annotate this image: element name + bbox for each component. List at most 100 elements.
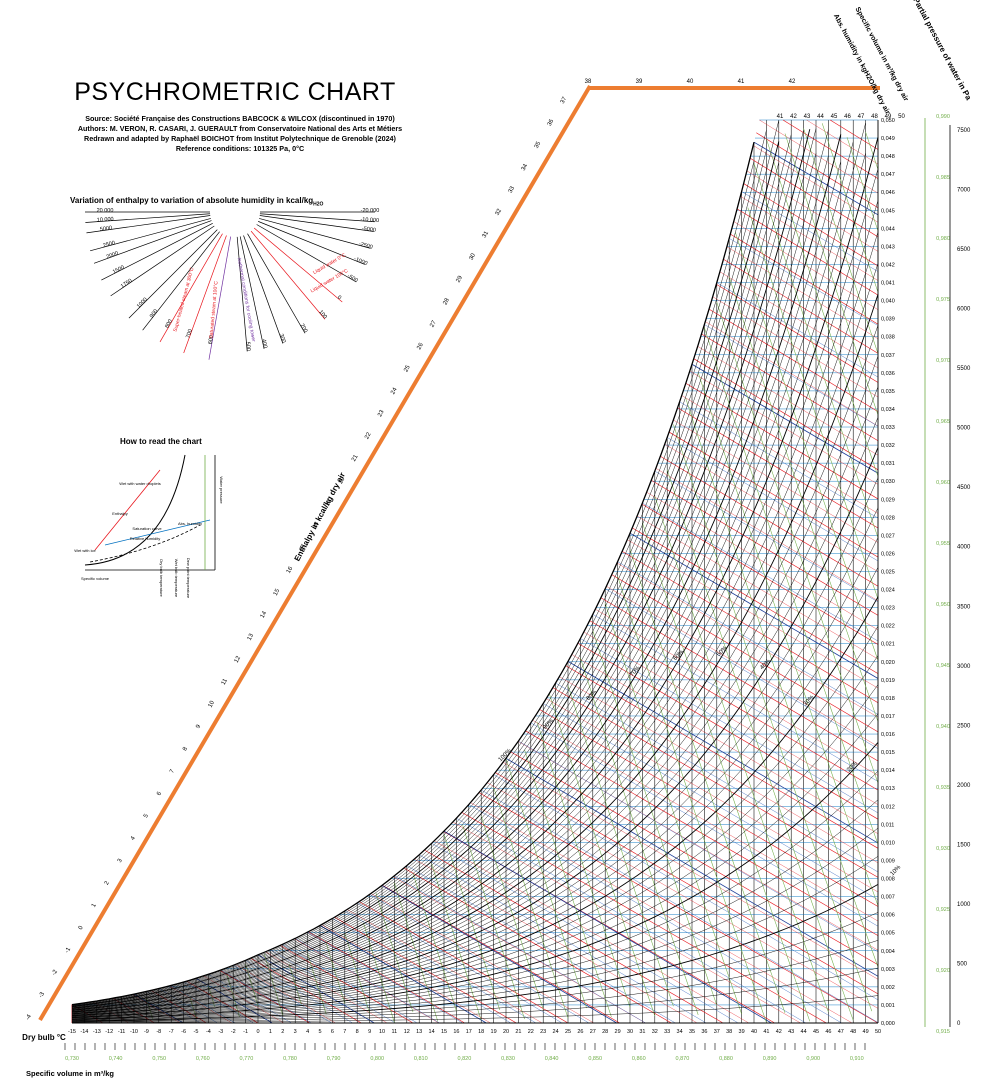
dry-bulb-tick-label: 8	[356, 1029, 359, 1035]
wet-bulb-line	[580, 638, 879, 814]
specific-volume-line	[642, 522, 811, 1022]
humidity-tick-label: 0,034	[881, 407, 895, 413]
humidity-tick-label: 0,044	[881, 226, 895, 232]
dry-bulb-tick-label: 13	[416, 1029, 422, 1035]
specific-volume-line	[307, 953, 327, 1015]
fan-right-label: -500	[346, 273, 359, 284]
humidity-tick-label: 0,048	[881, 154, 895, 160]
enthalpy-line	[829, 119, 879, 150]
enthalpy-line	[723, 258, 879, 354]
chart-title: PSYCHROMETRIC CHART	[74, 78, 396, 106]
enthalpy-line	[414, 858, 698, 1024]
wet-bulb-top-label: 45	[831, 114, 838, 120]
enthalpy-tick-label: 32	[495, 207, 504, 216]
wet-bulb-line	[691, 363, 879, 474]
dry-bulb-tick-label: 4	[306, 1029, 309, 1035]
relative-humidity-curve-minor	[71, 156, 792, 1008]
fan-left-label: 800	[164, 319, 174, 330]
pressure-axis-label: Partial pressure of water in Pa	[911, 0, 973, 102]
wet-bulb-line	[555, 682, 879, 873]
pressure-tick-label: 2000	[957, 783, 971, 789]
enthalpy-line	[712, 296, 879, 398]
pressure-tick-label: 7000	[957, 188, 971, 194]
relative-humidity-curve-minor	[71, 713, 879, 1020]
dry-bulb-tick-label: 46	[825, 1029, 831, 1035]
humidity-tick-label: 0,013	[881, 786, 895, 792]
humidity-tick-label: 0,042	[881, 262, 895, 268]
specific-volume-line	[524, 749, 612, 1017]
volume-bottom-tick: 0,830	[501, 1056, 515, 1062]
dry-bulb-tick-label: 3	[294, 1029, 297, 1035]
fan-line	[259, 213, 375, 223]
humidity-tick-label: 0,007	[881, 895, 895, 901]
relative-humidity-curve-minor	[71, 129, 829, 1010]
pressure-tick-label: 500	[957, 961, 968, 967]
enthalpy-line	[689, 370, 879, 485]
relative-humidity-curve-minor	[71, 153, 866, 1012]
fan-line	[142, 231, 220, 331]
dry-bulb-tick-label: 5	[318, 1029, 321, 1035]
volume-bottom-tick: 0,850	[588, 1056, 602, 1062]
relative-humidity-curve-minor	[71, 153, 817, 1010]
enthalpy-line	[382, 884, 620, 1024]
fan-left-label: 600	[208, 335, 216, 345]
wet-bulb-line	[592, 614, 879, 782]
dry-bulb-tick-label: -10	[130, 1029, 138, 1035]
wet-bulb-line	[419, 854, 707, 1024]
humidity-tick-label: 0,016	[881, 732, 895, 738]
relative-humidity-label: 40%	[759, 658, 772, 671]
dry-bulb-tick-label: -1	[243, 1029, 248, 1035]
fan-left-label: 700	[185, 328, 194, 339]
humidity-tick-label: 0,030	[881, 479, 895, 485]
dry-bulb-tick-label: 33	[664, 1029, 670, 1035]
fan-right-label: 400	[260, 339, 268, 349]
fan-right-label: -1000	[353, 256, 368, 267]
humidity-tick-label: 0,023	[881, 606, 895, 612]
enthalpy-line	[606, 586, 879, 747]
dry-bulb-tick-label: 1	[269, 1029, 272, 1035]
enthalpy-line	[651, 480, 879, 616]
enthalpy-tick-label: 20	[338, 476, 347, 485]
dry-bulb-tick-label: 11	[392, 1029, 398, 1035]
relative-humidity-curve-minor	[71, 150, 767, 1006]
humidity-tick-label: 0,020	[881, 660, 895, 666]
enthalpy-top-label: 39	[636, 79, 643, 85]
humidity-tick-label: 0,008	[881, 877, 895, 883]
specific-volume-line	[747, 207, 879, 600]
relative-humidity-curve-minor	[71, 134, 792, 1008]
wet-bulb-line	[357, 902, 563, 1024]
wet-bulb-line	[456, 818, 806, 1024]
enthalpy-line	[571, 654, 879, 834]
enthalpy-line	[461, 812, 827, 1024]
specific-volume-line	[654, 496, 829, 1013]
enthalpy-tick-label: 9	[195, 723, 202, 729]
fan-special-label: Saturated steam at 100°C	[209, 281, 220, 339]
pressure-tick-label: 0	[957, 1021, 961, 1027]
enthalpy-line	[321, 924, 491, 1024]
fan-special-label: Isothermal conditions for cooling tower	[236, 257, 257, 342]
enthalpy-line	[577, 642, 879, 820]
enthalpy-tick-label: 18	[312, 521, 321, 530]
volume-right-tick: 0,925	[936, 907, 950, 913]
dry-bulb-tick-label: 0	[256, 1029, 259, 1035]
relative-humidity-curve-minor	[71, 477, 879, 1017]
relative-humidity-curve-minor	[71, 200, 879, 1013]
wet-bulb-top-label: 49	[885, 114, 892, 120]
wet-bulb-line	[468, 804, 842, 1024]
humidity-tick-label: 0,039	[881, 317, 895, 323]
wet-bulb-top-label: 47	[858, 114, 865, 120]
volume-bottom-tick: 0,730	[65, 1056, 79, 1062]
fan-right-label: 500	[244, 342, 251, 352]
wet-bulb-line	[530, 722, 879, 927]
dry-bulb-tick-label: 48	[850, 1029, 856, 1035]
credit-line: Reference conditions: 101325 Pa, 0°C	[175, 144, 305, 153]
enthalpy-line	[697, 346, 879, 456]
humidity-tick-label: 0,015	[881, 750, 895, 756]
dry-bulb-tick-label: 29	[615, 1029, 621, 1035]
enthalpy-tick-label: -2	[51, 968, 59, 976]
relative-humidity-curve-minor	[71, 120, 780, 1007]
enthalpy-tick-label: 25	[403, 364, 412, 373]
enthalpy-line	[730, 233, 879, 325]
enthalpy-tick-label: 31	[482, 230, 491, 239]
humidity-tick-label: 0,025	[881, 570, 895, 576]
